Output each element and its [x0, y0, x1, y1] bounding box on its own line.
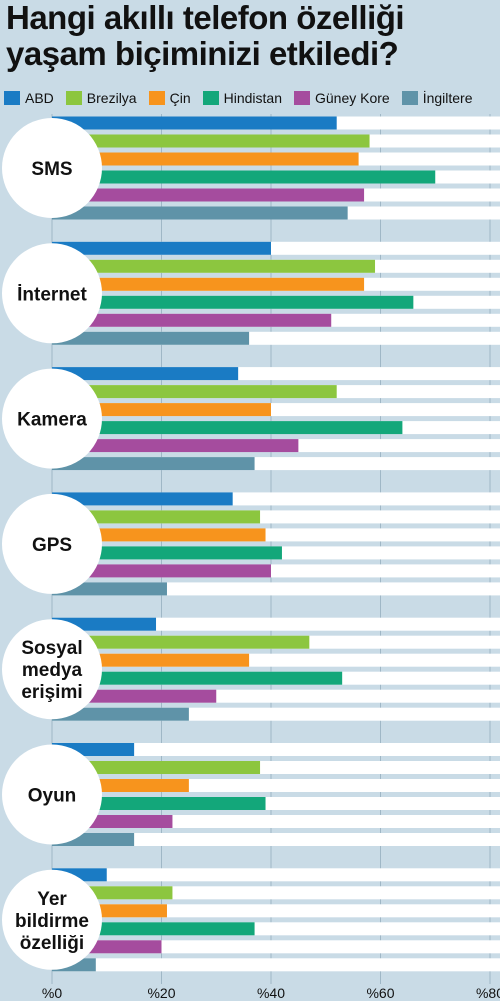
bar	[52, 403, 271, 417]
legend: ABD Brezilya Çin Hindistan Güney Kore İn…	[4, 88, 500, 108]
x-tick-label: %0	[42, 985, 62, 1001]
category-circle	[2, 243, 102, 344]
legend-label: İngiltere	[422, 90, 473, 106]
legend-swatch	[148, 91, 165, 105]
category-circle	[2, 118, 102, 218]
legend-label: Çin	[169, 90, 191, 106]
bar	[52, 635, 310, 649]
bar	[52, 564, 271, 578]
category-label: Kamera	[17, 410, 87, 431]
category-label: erişimi	[21, 682, 82, 703]
bar	[52, 277, 365, 291]
bar	[52, 188, 365, 202]
legend-item-hindistan: Hindistan	[202, 90, 282, 106]
bar	[52, 313, 332, 327]
bar	[52, 331, 250, 345]
chart-title: Hangi akıllı telefon özelliği yaşam biçi…	[6, 0, 500, 72]
x-tick-label: %60	[366, 985, 394, 1001]
category-label: medya	[22, 660, 83, 681]
category-label: SMS	[31, 159, 72, 180]
bar	[52, 152, 359, 166]
legend-swatch	[4, 91, 20, 105]
category-label: bildirme	[15, 911, 89, 932]
x-tick-label: %40	[257, 985, 285, 1001]
legend-item-brezilya: Brezilya	[65, 90, 137, 106]
bar	[52, 367, 239, 381]
bar	[52, 421, 403, 435]
bar	[52, 546, 282, 560]
bar	[52, 510, 261, 524]
legend-swatch	[65, 91, 82, 105]
legend-label: Güney Kore	[314, 90, 390, 106]
bar	[52, 528, 266, 542]
category-label: Yer	[37, 889, 67, 910]
bar	[52, 582, 167, 596]
category-label: Sosyal	[21, 638, 82, 659]
legend-label: ABD	[25, 90, 54, 106]
legend-swatch	[293, 91, 310, 105]
category-label: GPS	[32, 535, 72, 556]
legend-label: Brezilya	[86, 90, 137, 106]
bar	[52, 761, 261, 774]
bar-track	[52, 940, 500, 954]
bar	[52, 797, 266, 810]
legend-item-cin: Çin	[148, 90, 191, 106]
category-circle	[2, 368, 102, 469]
bar-track	[52, 743, 500, 756]
bar	[52, 170, 436, 184]
category-circle	[2, 744, 102, 845]
category-circle	[2, 869, 102, 970]
bar	[52, 134, 370, 148]
bar	[52, 457, 255, 471]
x-tick-label: %80	[476, 985, 500, 1001]
chart-title-line-1: Hangi akıllı telefon özelliği	[6, 0, 405, 36]
bar-track	[52, 833, 500, 846]
legend-item-ingiltere: İngiltere	[401, 90, 473, 106]
bar	[52, 439, 299, 453]
bar-track	[52, 617, 500, 631]
legend-item-abd: ABD	[4, 90, 54, 106]
category-label: özelliği	[20, 933, 84, 954]
category-circle	[2, 493, 102, 594]
category-label: Oyun	[28, 786, 77, 807]
bar	[52, 241, 271, 255]
bar	[52, 259, 376, 273]
legend-item-guney-kore: Güney Kore	[293, 90, 390, 106]
bar-track	[52, 868, 500, 882]
category-label: İnternet	[17, 284, 87, 305]
bar	[52, 295, 414, 309]
legend-label: Hindistan	[223, 90, 282, 106]
bar	[52, 116, 337, 130]
bar	[52, 707, 189, 721]
x-tick-label: %20	[147, 985, 175, 1001]
legend-swatch	[401, 91, 418, 105]
bar	[52, 492, 233, 506]
legend-swatch	[202, 91, 219, 105]
bar-track	[52, 958, 500, 972]
category-circle	[2, 619, 102, 720]
bar	[52, 671, 343, 685]
chart-title-line-2: yaşam biçiminizi etkiledi?	[6, 35, 399, 72]
bar	[52, 385, 337, 399]
bar	[52, 922, 255, 936]
bar	[52, 206, 348, 220]
